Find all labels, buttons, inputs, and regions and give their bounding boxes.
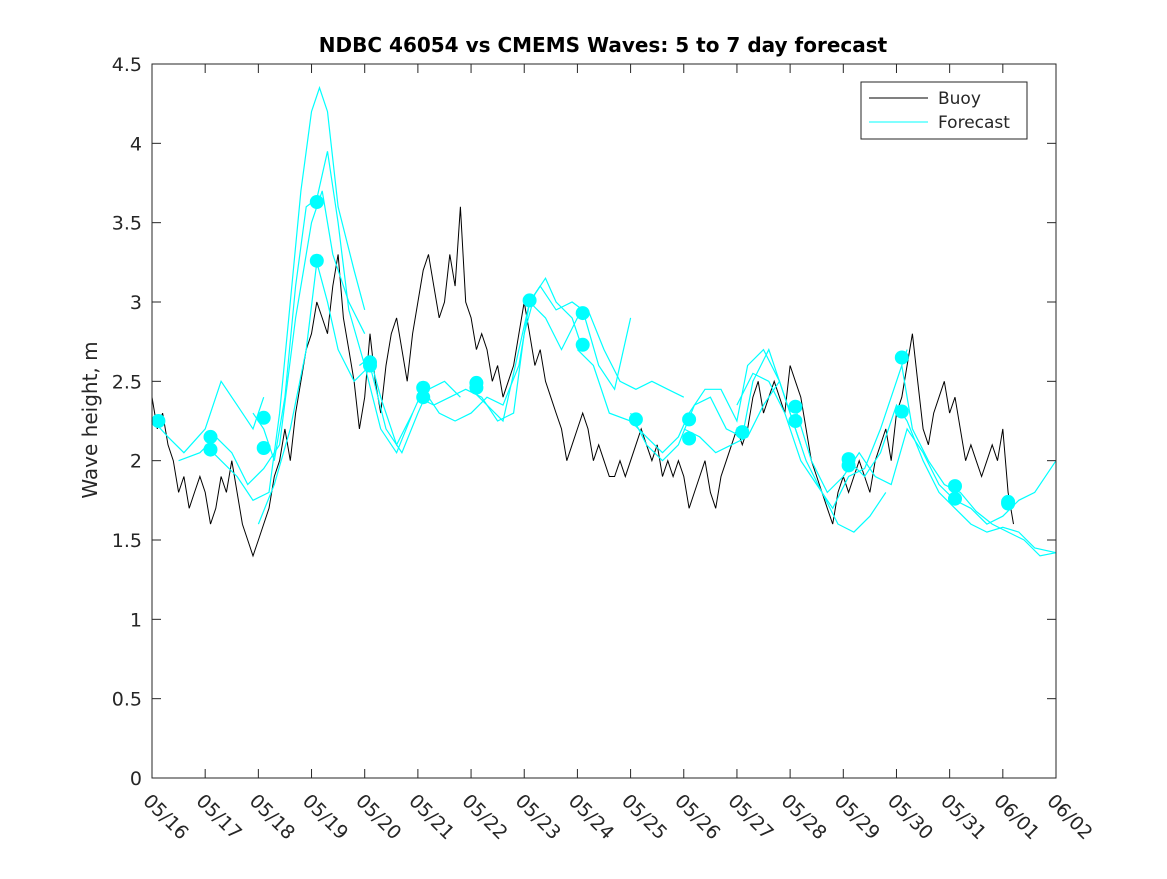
buoy-series-line bbox=[151, 206, 1014, 558]
forecast-init-marker-18 bbox=[682, 431, 697, 446]
forecast-init-marker-16 bbox=[628, 412, 643, 427]
y-tick-label-3: 1.5 bbox=[112, 530, 142, 552]
forecast-init-marker-19 bbox=[735, 425, 750, 440]
forecast-init-marker-20 bbox=[788, 399, 803, 414]
forecast-line-8 bbox=[529, 301, 685, 398]
forecast-init-marker-8 bbox=[363, 355, 377, 370]
forecast-init-marker-1 bbox=[203, 429, 218, 444]
legend-buoy-label: Buoy bbox=[938, 89, 981, 109]
forecast-line-12 bbox=[736, 349, 908, 510]
forecast-init-marker-13 bbox=[522, 293, 537, 308]
forecast-init-marker-15 bbox=[575, 337, 590, 352]
legend-forecast-label: Forecast bbox=[938, 113, 1010, 133]
forecast-line-6 bbox=[417, 276, 584, 422]
forecast-init-marker-27 bbox=[948, 491, 962, 506]
forecast-init-marker-2 bbox=[203, 442, 218, 457]
y-tick-label-9: 4.5 bbox=[112, 54, 142, 76]
y-tick-label-8: 4 bbox=[130, 133, 142, 155]
plot-area-frame bbox=[151, 63, 1057, 779]
forecast-init-marker-23 bbox=[841, 458, 856, 473]
forecast-line-15 bbox=[901, 365, 1057, 557]
forecast-init-marker-12 bbox=[469, 380, 484, 395]
forecast-init-marker-17 bbox=[682, 412, 697, 427]
forecast-line-14 bbox=[848, 403, 1057, 554]
y-axis-label: Wave height, m bbox=[78, 341, 102, 498]
forecast-init-marker-10 bbox=[416, 390, 431, 405]
forecast-init-marker-29 bbox=[1001, 496, 1016, 511]
chart-title: NDBC 46054 vs CMEMS Waves: 5 to 7 day fo… bbox=[319, 33, 888, 57]
forecast-line-5 bbox=[359, 285, 541, 447]
forecast-line-3 bbox=[252, 151, 414, 461]
forecast-init-marker-6 bbox=[309, 253, 324, 268]
forecast-init-marker-5 bbox=[309, 195, 324, 209]
forecast-init-marker-0 bbox=[151, 414, 166, 428]
forecast-line-7 bbox=[470, 285, 632, 423]
y-tick-label-4: 2 bbox=[130, 451, 142, 473]
forecast-line-9 bbox=[576, 348, 781, 454]
y-tick-label-1: 0.5 bbox=[112, 689, 142, 711]
forecast-line-11 bbox=[683, 379, 887, 533]
forecast-line-10 bbox=[630, 348, 802, 462]
forecast-init-marker-4 bbox=[256, 441, 271, 455]
forecast-line-0 bbox=[151, 379, 265, 454]
forecast-init-marker-3 bbox=[256, 410, 271, 425]
forecast-init-marker-24 bbox=[894, 350, 909, 365]
y-tick-label-6: 3 bbox=[130, 292, 142, 314]
forecast-init-marker-26 bbox=[948, 479, 962, 494]
forecast-line-2 bbox=[204, 85, 366, 502]
y-tick-label-0: 0 bbox=[130, 768, 142, 790]
legend-box bbox=[860, 81, 1028, 140]
forecast-init-marker-14 bbox=[575, 306, 590, 321]
y-tick-label-5: 2.5 bbox=[112, 371, 142, 393]
plot-layer bbox=[151, 85, 1057, 558]
y-tick-label-2: 1 bbox=[130, 609, 142, 631]
y-tick-label-7: 3.5 bbox=[112, 213, 142, 235]
forecast-line-13 bbox=[794, 408, 1057, 525]
forecast-init-marker-21 bbox=[788, 414, 803, 428]
legend: Buoy Forecast bbox=[860, 81, 1028, 140]
forecast-init-marker-25 bbox=[894, 404, 909, 419]
